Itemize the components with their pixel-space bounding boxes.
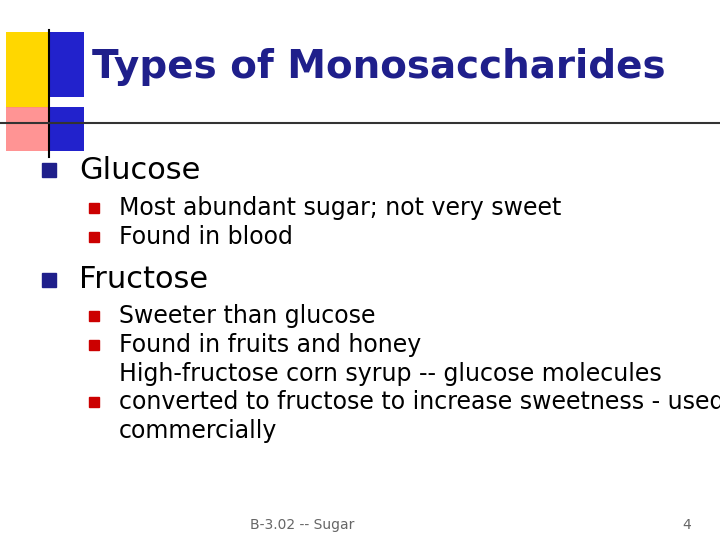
Text: Found in blood: Found in blood [119, 225, 292, 248]
Bar [6, 107, 49, 151]
Text: Fructose: Fructose [79, 265, 208, 294]
Text: Types of Monosaccharides: Types of Monosaccharides [92, 49, 666, 86]
Text: Sweeter than glucose: Sweeter than glucose [119, 304, 375, 328]
Text: High-fructose corn syrup -- glucose molecules
converted to fructose to increase : High-fructose corn syrup -- glucose mole… [119, 362, 720, 443]
Text: Glucose: Glucose [79, 156, 201, 185]
Text: Found in fruits and honey: Found in fruits and honey [119, 333, 421, 356]
Bar [49, 107, 84, 151]
Text: Most abundant sugar; not very sweet: Most abundant sugar; not very sweet [119, 196, 561, 220]
Text: 4: 4 [683, 518, 691, 532]
Bar [6, 32, 49, 108]
Text: B-3.02 -- Sugar: B-3.02 -- Sugar [251, 518, 354, 532]
Bar [49, 32, 84, 97]
